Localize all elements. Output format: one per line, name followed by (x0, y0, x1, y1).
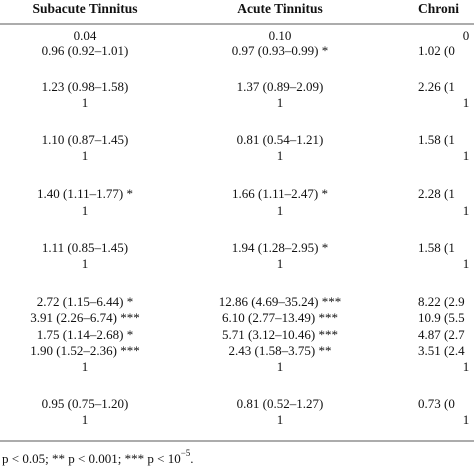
cell: 1 (82, 412, 89, 427)
cell: 1 (463, 359, 470, 374)
cell: 1 (82, 203, 89, 218)
cell: 10.9 (5.5 (418, 310, 465, 325)
cell: 1.75 (1.14–2.68) * (37, 327, 133, 342)
cell: 1.40 (1.11–1.77) * (37, 186, 133, 201)
cell: 1 (463, 256, 470, 271)
cell: 1.10 (0.87–1.45) (42, 132, 129, 147)
cell: 1.90 (1.52–2.36) *** (30, 343, 139, 358)
cell: 0.04 (74, 28, 97, 43)
cell: 1.11 (0.85–1.45) (42, 240, 128, 255)
cell: 1.58 (1 (418, 132, 455, 147)
cell: 5.71 (3.12–10.46) *** (222, 327, 338, 342)
cell: 0 (463, 28, 470, 43)
cell: 1 (277, 256, 284, 271)
cell: 6.10 (2.77–13.49) *** (222, 310, 338, 325)
cell: 4.87 (2.7 (418, 327, 465, 342)
column-header: Subacute Tinnitus (33, 1, 138, 16)
cell: 0.95 (0.75–1.20) (42, 396, 129, 411)
cell: 1.58 (1 (418, 240, 455, 255)
cell: 0.96 (0.92–1.01) (42, 43, 129, 58)
cell: 1 (82, 95, 89, 110)
cell: 1.66 (1.11–2.47) * (232, 186, 328, 201)
cell: 3.51 (2.4 (418, 343, 465, 358)
cell: 0.97 (0.93–0.99) * (232, 43, 328, 58)
cell: 1 (463, 95, 470, 110)
cell: 2.43 (1.58–3.75) ** (229, 343, 332, 358)
cell: 0.81 (0.54–1.21) (237, 132, 324, 147)
cell: 1 (277, 203, 284, 218)
cell: 1 (463, 412, 470, 427)
cell: 2.28 (1 (418, 186, 455, 201)
cell: 1 (82, 359, 89, 374)
footnote-text: p < 0.05; ** p < 0.001; *** p < 10 (2, 451, 181, 466)
cell: 1 (82, 256, 89, 271)
cell: 1 (277, 359, 284, 374)
cell: 0.81 (0.52–1.27) (237, 396, 324, 411)
footnote: p < 0.05; ** p < 0.001; *** p < 10−5. (2, 448, 194, 466)
column-header: Chroni (418, 1, 459, 16)
cell: 3.91 (2.26–6.74) *** (30, 310, 139, 325)
cell: 1 (463, 148, 470, 163)
cell: 2.26 (1 (418, 79, 455, 94)
cell: 1 (463, 203, 470, 218)
cell: 0.73 (0 (418, 396, 455, 411)
cell: 1.94 (1.28–2.95) * (232, 240, 328, 255)
cell: 1.02 (0 (418, 43, 455, 58)
footnote-sup: −5 (181, 448, 191, 458)
cell: 1 (277, 412, 284, 427)
cell: 12.86 (4.69–35.24) *** (219, 294, 341, 309)
cell: 2.72 (1.15–6.44) * (37, 294, 133, 309)
cell: 1 (277, 148, 284, 163)
cell: 1.23 (0.98–1.58) (42, 79, 129, 94)
cell: 8.22 (2.9 (418, 294, 465, 309)
column-header: Acute Tinnitus (237, 1, 322, 16)
cell: 0.10 (269, 28, 292, 43)
footnote-end: . (190, 451, 193, 466)
cell: 1 (82, 148, 89, 163)
cell: 1.37 (0.89–2.09) (237, 79, 324, 94)
cell: 1 (277, 95, 284, 110)
